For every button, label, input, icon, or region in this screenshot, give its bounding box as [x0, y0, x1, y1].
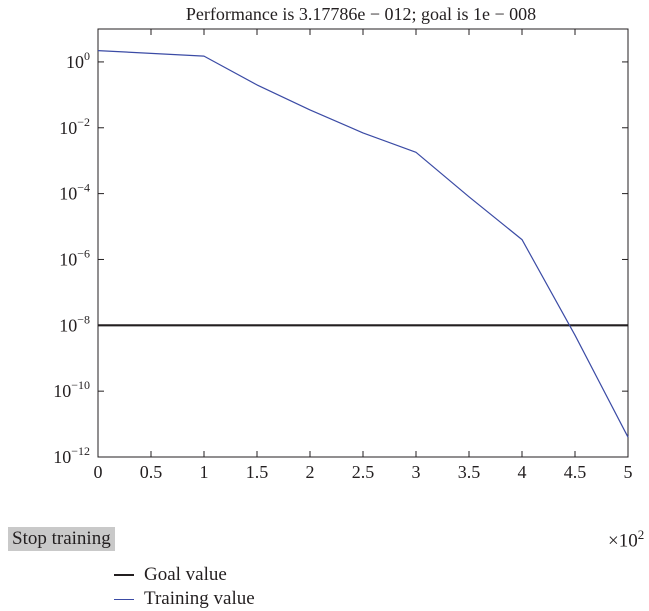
x-tick-label: 2 [306, 462, 315, 482]
plot-frame [97, 28, 629, 458]
x-tick-label: 0.5 [140, 462, 163, 482]
x-tick-label: 4.5 [564, 462, 587, 482]
chart-legend: Goal value Training value [114, 563, 255, 611]
y-tick-label: 10−2 [59, 115, 90, 138]
y-tick-label: 10−6 [59, 246, 90, 269]
legend-label-goal: Goal value [144, 564, 227, 585]
y-tick-label: 10−10 [53, 378, 90, 401]
x-tick-label: 0 [94, 462, 103, 482]
x-axis-multiplier: ×102 [608, 527, 644, 552]
legend-item-goal: Goal value [114, 563, 255, 587]
x-tick-label: 2.5 [352, 462, 375, 482]
y-tick-label: 10−4 [59, 181, 90, 204]
x-axis-multiplier-exp: 2 [637, 527, 645, 542]
x-tick-label: 3.5 [458, 462, 481, 482]
legend-label-training: Training value [144, 588, 255, 609]
training-value-line [97, 50, 629, 438]
y-tick-label: 100 [66, 49, 90, 72]
stop-training-button[interactable]: Stop training [8, 527, 115, 551]
x-tick-label: 1.5 [246, 462, 269, 482]
x-axis-multiplier-base: ×10 [608, 530, 638, 552]
chart-title: Performance is 3.17786e − 012; goal is 1… [186, 4, 536, 24]
performance-chart: Performance is 3.17786e − 012; goal is 1… [53, 4, 633, 482]
legend-swatch-goal [114, 574, 134, 576]
y-tick-label: 10−8 [59, 312, 90, 335]
legend-swatch-training [114, 598, 134, 600]
y-tick-label: 10−12 [53, 444, 90, 467]
x-tick-label: 5 [624, 462, 633, 482]
x-tick-label: 4 [518, 462, 527, 482]
legend-item-training: Training value [114, 587, 255, 611]
x-tick-label: 1 [200, 462, 209, 482]
x-tick-label: 3 [412, 462, 421, 482]
